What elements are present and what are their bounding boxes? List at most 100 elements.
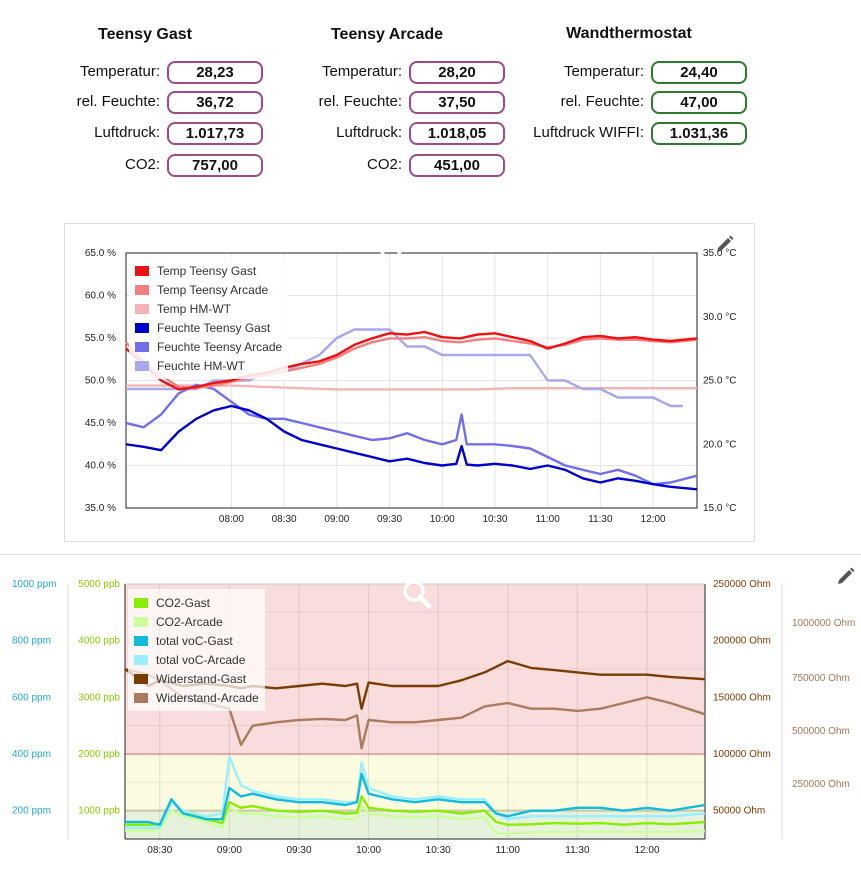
row-temperatur: Temperatur: 28,23 [20,61,270,85]
x-tick-label: 09:00 [217,845,242,856]
row-label: Luftdruck WIFFI: [533,124,644,141]
legend-swatch [134,692,148,703]
y-left-tick-label: 55.0 % [85,333,116,344]
legend-label: Temp Teensy Arcade [157,282,269,297]
legend-item[interactable]: Temp Teensy Gast [135,261,282,280]
legend-label: Feuchte HM-WT [157,358,246,373]
row-luftdruck: Luftdruck: 1.017,73 [20,122,270,146]
chart-temp-humidity: 08:00 08:30 09:00 09:30 10:00 10:30 11:00 11:30… [64,223,755,542]
series-line [125,755,706,829]
y-ohm2-tick-label: 1000000 Ohm [792,618,855,629]
legend-swatch [135,303,149,314]
pencil-icon[interactable] [713,234,735,256]
row-label: Luftdruck: [336,124,402,141]
y-ohm-tick-label: 50000 Ohm [713,806,765,817]
legend-swatch [135,341,149,352]
legend-swatch [135,360,149,371]
series-line [125,803,706,835]
legend-item[interactable]: Feuchte Teensy Arcade [135,337,282,356]
y-ohm-tick-label: 250000 Ohm [713,579,771,590]
x-tick-label: 08:00 [219,514,244,525]
row-luftdruck: Luftdruck: 1.018,05 [262,122,512,146]
y-voc-tick-label: 800 ppm [12,636,51,647]
row-label: CO2: [124,156,160,173]
row-feuchte: rel. Feuchte: 36,72 [20,91,270,115]
y-ohm-tick-label: 100000 Ohm [713,749,771,760]
row-value: 24,40 [651,61,747,84]
x-tick-label: 10:00 [430,514,455,525]
legend-label: CO2-Arcade [156,614,223,629]
row-value: 47,00 [651,91,747,114]
row-feuchte: rel. Feuchte: 37,50 [262,91,512,115]
legend-label: Widerstand-Arcade [156,690,259,705]
y-ohm2-tick-label: 250000 Ohm [792,779,850,790]
x-tick-label: 08:30 [147,845,172,856]
row-value: 757,00 [167,154,263,177]
legend-item[interactable]: Feuchte Teensy Gast [135,318,282,337]
legend-label: total voC-Arcade [156,652,246,667]
x-tick-label: 11:00 [496,845,521,856]
y-co2-tick-label: 2000 ppb [78,749,120,760]
x-tick-label: 10:30 [482,514,507,525]
legend-item[interactable]: Feuchte HM-WT [135,356,282,375]
chart-air-quality: 08:30 09:00 09:30 10:00 10:30 11:00 11:30 12:00… [0,554,861,871]
row-value: 37,50 [409,91,505,114]
row-label: rel. Feuchte: [318,93,402,110]
chart2-legend: CO2-Gast CO2-Arcade total voC-Gast total vo… [128,589,265,711]
y-co2-tick-label: 3000 ppb [78,692,120,703]
x-tick-label: 08:30 [272,514,297,525]
y-right-tick-label: 35.0 °C [703,248,736,259]
x-tick-label: 09:00 [324,514,349,525]
legend-label: Temp Teensy Gast [157,263,257,278]
y-left-tick-label: 40.0 % [85,461,116,472]
legend-item[interactable]: total voC-Arcade [134,650,259,669]
x-tick-label: 09:30 [377,514,402,525]
row-temperatur: Temperatur: 28,20 [262,61,512,85]
row-value: 1.031,36 [651,122,747,145]
y-right-tick-label: 15.0 °C [703,503,736,514]
y-co2-tick-label: 4000 ppb [78,636,120,647]
y-left-tick-label: 65.0 % [85,248,116,259]
y-ohm-tick-label: 150000 Ohm [713,692,771,703]
legend-swatch [135,284,149,295]
legend-label: Widerstand-Gast [156,671,247,686]
legend-swatch [135,322,149,333]
legend-label: Temp HM-WT [157,301,231,316]
y-left-tick-label: 35.0 % [85,503,116,514]
row-label: Temperatur: [321,63,402,80]
row-value: 28,20 [409,61,505,84]
legend-item[interactable]: total voC-Gast [134,631,259,650]
row-label: CO2: [366,156,402,173]
zoom-icon [380,239,409,268]
y-ohm-tick-label: 200000 Ohm [713,636,771,647]
series-line [125,383,698,486]
legend-item[interactable]: Widerstand-Arcade [134,688,259,707]
legend-item[interactable]: CO2-Gast [134,593,259,612]
series-line [125,772,706,826]
x-tick-label: 09:30 [286,845,311,856]
series-line [125,404,698,491]
x-tick-label: 10:30 [426,845,451,856]
row-label: rel. Feuchte: [76,93,160,110]
legend-swatch [134,635,148,646]
legend-item[interactable]: Temp Teensy Arcade [135,280,282,299]
y-right-tick-label: 30.0 °C [703,312,736,323]
y-voc-tick-label: 200 ppm [12,806,51,817]
legend-item[interactable]: Temp HM-WT [135,299,282,318]
pencil-icon[interactable] [834,566,856,588]
y-right-tick-label: 20.0 °C [703,439,736,450]
legend-swatch [134,654,148,665]
row-co2: CO2: 451,00 [262,154,512,178]
y-co2-tick-label: 1000 ppb [78,806,120,817]
y-ohm2-tick-label: 750000 Ohm [792,673,850,684]
legend-item[interactable]: CO2-Arcade [134,612,259,631]
legend-swatch [135,265,149,276]
x-tick-label: 11:30 [588,514,613,525]
legend-item[interactable]: Widerstand-Gast [134,669,259,688]
panel-title: Wandthermostat [566,25,692,42]
panel-title: Teensy Gast [98,26,192,43]
x-tick-label: 10:00 [356,845,381,856]
y-left-tick-label: 50.0 % [85,376,116,387]
legend-label: CO2-Gast [156,595,211,610]
row-value: 451,00 [409,154,505,177]
